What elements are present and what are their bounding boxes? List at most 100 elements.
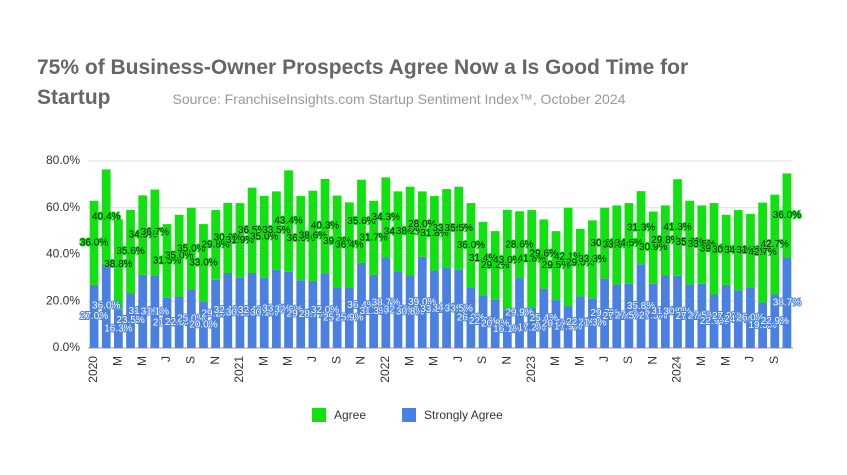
bar-segment: [89, 200, 99, 285]
x-tick-label: M: [694, 356, 708, 366]
bar-segment: [199, 224, 208, 302]
bar-segment: [709, 294, 719, 348]
value-label: 32.1%: [214, 305, 242, 316]
bar-segment: [539, 219, 549, 289]
chart-title: 75% of Business-Owner Prospects Agree No…: [37, 56, 689, 109]
x-tick-label: S: [621, 356, 635, 364]
bar-segment: [332, 287, 342, 348]
bar-segment: [138, 274, 148, 348]
value-label: 29.2%: [201, 309, 229, 320]
value-label: 36.0%: [92, 301, 120, 312]
value-label: 35.0%: [250, 231, 278, 242]
value-label: 31.8%: [420, 228, 448, 239]
value-label: 25.9%: [335, 312, 363, 323]
x-tick-label: S: [767, 356, 781, 364]
value-label: 28.0%: [408, 219, 436, 230]
value-label: 34.3%: [372, 212, 400, 223]
value-label: 29.8%: [201, 240, 229, 251]
bar-segment: [758, 302, 767, 348]
bar-segment: [405, 276, 415, 348]
value-label: 33.8%: [603, 240, 631, 251]
value-label: 42.7%: [748, 247, 776, 258]
bar-segment: [782, 257, 792, 348]
value-label: 22.9%: [700, 316, 728, 327]
value-label: 26.0%: [457, 312, 485, 323]
bar-segment: [733, 210, 743, 291]
bar-segment: [235, 277, 245, 348]
value-label: 20.0%: [189, 319, 217, 330]
bar-segment: [685, 284, 695, 348]
value-label: 29.9%: [505, 308, 533, 319]
bar-segment: [600, 207, 609, 279]
value-label: 26.0%: [736, 312, 764, 323]
value-label: 30.0%: [214, 233, 242, 244]
value-label: 22.6%: [469, 316, 497, 327]
legend-label: Agree: [334, 408, 366, 422]
bar-segment: [685, 200, 695, 285]
x-tick-label: N: [500, 356, 514, 365]
bar-segment: [320, 273, 330, 348]
value-label: 33.5%: [688, 239, 716, 250]
x-tick-label: M: [256, 356, 270, 366]
value-label: 31.4%: [736, 245, 764, 256]
bar-segment: [466, 203, 476, 288]
bar-segment: [551, 300, 561, 348]
value-label: 35.6%: [347, 216, 375, 227]
x-tick-label: J: [159, 356, 173, 362]
value-label: 16.3%: [104, 324, 132, 335]
x-tick-label: M: [572, 356, 586, 366]
value-label: 32.1%: [238, 305, 266, 316]
bar-segment: [369, 200, 379, 275]
bar-segment: [126, 293, 135, 348]
value-label: 33.3%: [578, 254, 606, 265]
value-label: 17.9%: [554, 322, 582, 333]
value-label: 27.2%: [676, 311, 704, 322]
value-label: 38.8%: [104, 259, 132, 270]
bar-segment: [575, 228, 585, 297]
bar-segment: [296, 280, 306, 348]
bar-segment: [174, 296, 184, 348]
chart-subtitle: Source: FranchiseInsights.com Startup Se…: [172, 91, 626, 107]
x-tick-label: J: [743, 356, 757, 362]
bar-segment: [709, 203, 719, 295]
bar-segment: [502, 310, 512, 348]
bar-segment: [624, 203, 634, 284]
value-label: 31.3%: [627, 222, 655, 233]
bar-segment: [697, 283, 707, 348]
value-label: 38.6%: [299, 230, 327, 241]
value-label: 29.6%: [530, 249, 558, 260]
value-label: 16.1%: [493, 324, 521, 335]
bar-segment: [150, 189, 160, 276]
legend-swatch: [312, 408, 326, 422]
bar-segment: [746, 213, 755, 288]
value-label: 20.8%: [481, 318, 509, 329]
value-label: 33.5%: [262, 225, 290, 236]
bar-segment: [344, 287, 354, 348]
value-label: 29.0%: [566, 257, 594, 268]
value-label: 23.5%: [116, 315, 144, 326]
bar-segment: [138, 195, 148, 275]
bar-segment: [199, 301, 208, 348]
x-tick-label: M: [135, 356, 149, 366]
value-label: 39.0%: [408, 297, 436, 308]
bar-segment: [563, 207, 573, 307]
value-label: 30.1%: [226, 307, 254, 318]
bar-segment: [308, 190, 318, 281]
x-tick-label: M: [427, 356, 441, 366]
bar-segment: [259, 195, 269, 278]
x-tick-label: S: [475, 356, 489, 364]
x-tick-label: J: [451, 356, 465, 362]
value-label: 36.0%: [457, 240, 485, 251]
bar-segment: [430, 196, 439, 271]
x-tick-label: N: [208, 356, 222, 365]
value-label: 20.5%: [542, 319, 570, 330]
x-tick-label: 2023: [524, 356, 538, 383]
bar-segment: [296, 196, 306, 281]
value-label: 31.3%: [129, 306, 157, 317]
bar-segment: [308, 280, 318, 348]
value-label: 36.0%: [80, 237, 108, 248]
value-label: 25.9%: [323, 312, 351, 323]
bar-segment: [186, 207, 196, 290]
x-tick-label: S: [329, 356, 343, 364]
bar-segment: [782, 173, 792, 258]
